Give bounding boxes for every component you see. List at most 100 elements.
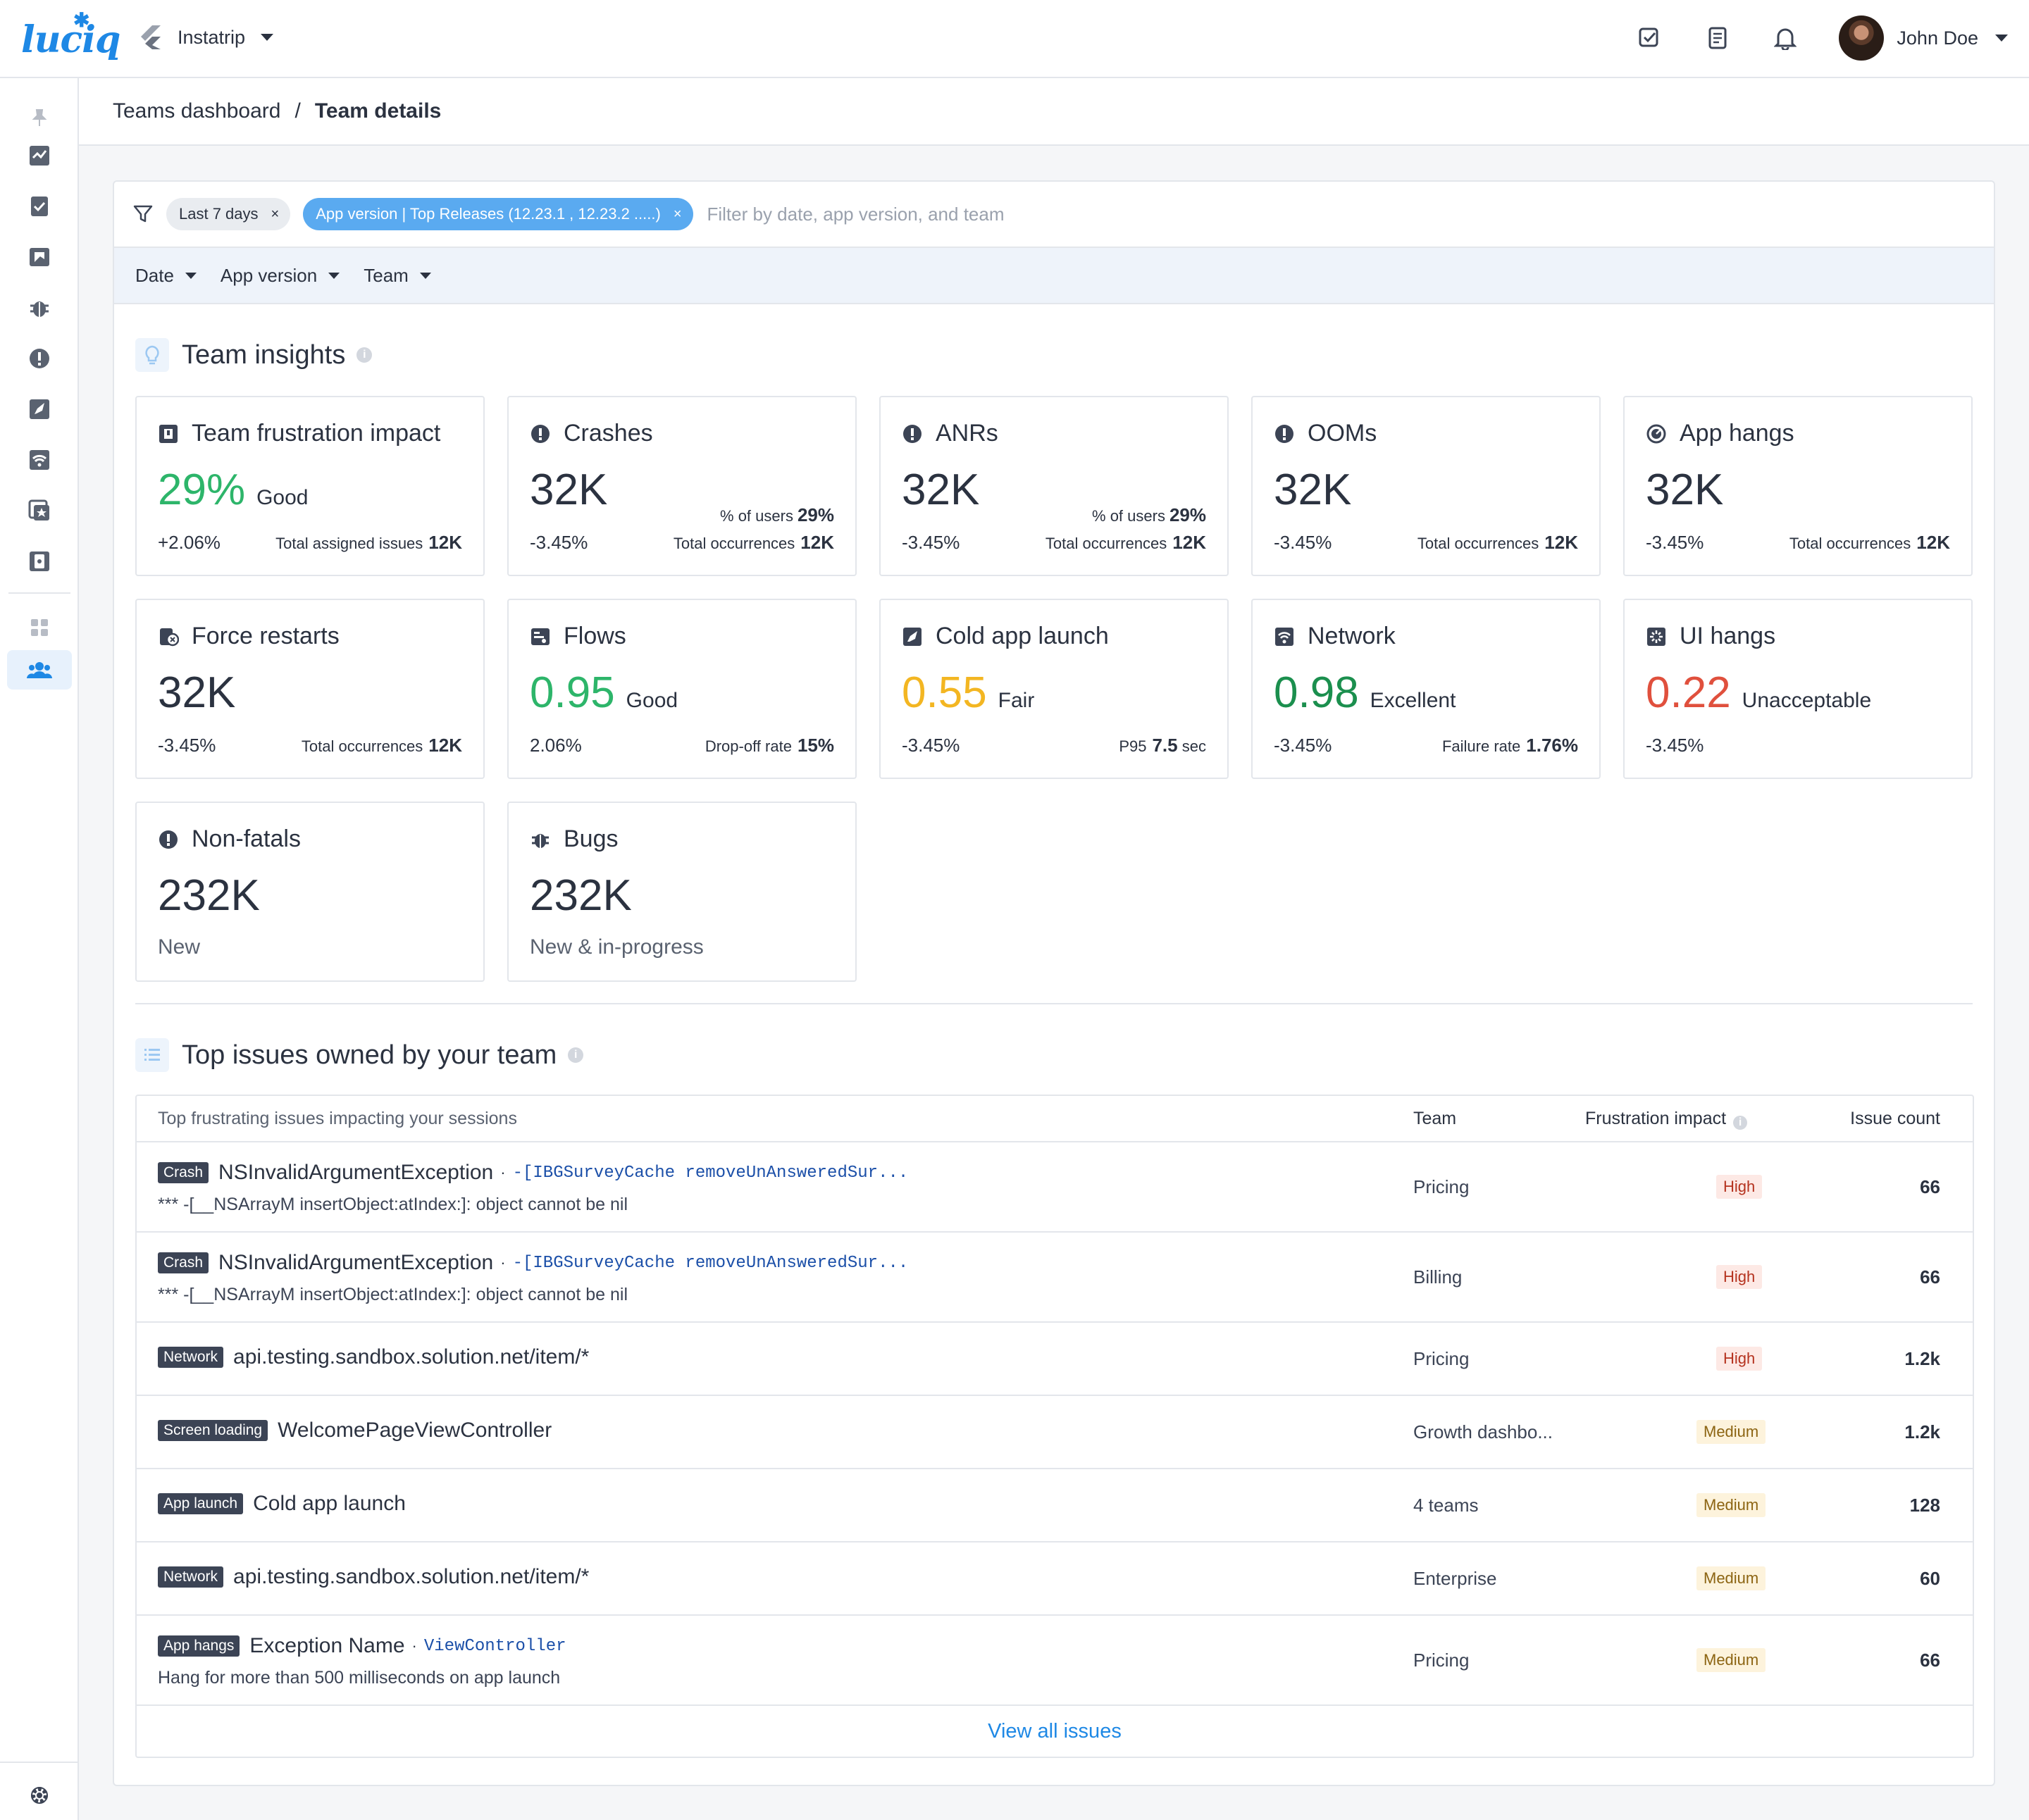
column-header-count[interactable]: Issue count	[1850, 1109, 1940, 1128]
issue-name[interactable]: NSInvalidArgumentException	[218, 1251, 494, 1274]
card-value: 32K	[158, 668, 236, 717]
card-status: Good	[626, 689, 678, 712]
table-row[interactable]: Network api.testing.sandbox.solution.net/…	[137, 1323, 1973, 1396]
info-icon[interactable]: i	[356, 347, 373, 363]
column-header-team[interactable]: Team	[1413, 1109, 1457, 1128]
bell-icon[interactable]	[1771, 24, 1799, 52]
issue-count: 60	[1920, 1568, 1940, 1589]
sidebar-divider	[8, 592, 70, 594]
card-non-fatals[interactable]: Non-fatals 232K New	[135, 802, 485, 982]
bug-icon[interactable]	[24, 292, 55, 323]
luciq-logo[interactable]: luciq ✱	[21, 8, 120, 61]
feedback-icon[interactable]	[24, 242, 55, 273]
date-filter-chip[interactable]: Last 7 days ×	[166, 198, 291, 230]
table-row[interactable]: Screen loading WelcomePageViewController …	[137, 1396, 1973, 1469]
column-header-impact[interactable]: Frustration impact i	[1585, 1109, 1748, 1130]
device-icon[interactable]	[24, 546, 55, 577]
gear-icon[interactable]	[24, 1780, 55, 1811]
card-ui-hangs[interactable]: UI hangs 0.22 Unacceptable -3.45%	[1623, 599, 1973, 779]
view-all-issues-link[interactable]: View all issues	[988, 1719, 1122, 1743]
card-value: 32K	[902, 466, 980, 514]
app-version-filter-chip[interactable]: App version | Top Releases (12.23.1 , 12…	[303, 198, 693, 230]
table-row[interactable]: App launch Cold app launch 4 teams Medium…	[137, 1469, 1973, 1542]
issue-name[interactable]: api.testing.sandbox.solution.net/item/*	[233, 1345, 590, 1369]
card-app-hangs[interactable]: App hangs 32K -3.45% Total occurrences 12…	[1623, 396, 1973, 576]
document-icon[interactable]	[1704, 24, 1732, 52]
issue-name[interactable]: NSInvalidArgumentException	[218, 1161, 494, 1184]
teams-icon[interactable]	[7, 650, 72, 690]
user-name[interactable]: John Doe	[1897, 27, 1978, 49]
app-checklist-icon[interactable]	[24, 191, 55, 222]
chevron-down-icon	[328, 272, 340, 279]
issue-name[interactable]: Exception Name	[249, 1634, 405, 1657]
card-anrs[interactable]: ANRs 32K % of users 29% -3.45% Total occu…	[879, 396, 1229, 576]
breadcrumb-teams-dashboard[interactable]: Teams dashboard	[113, 99, 281, 123]
issue-description: *** -[__NSArrayM insertObject:atIndex:]:…	[158, 1195, 628, 1214]
app-name: Instatrip	[178, 26, 246, 48]
app-switcher[interactable]: Instatrip	[138, 24, 274, 51]
card-status: Fair	[998, 689, 1035, 712]
page-title: Team details	[314, 99, 442, 123]
issue-name[interactable]: WelcomePageViewController	[278, 1419, 552, 1442]
team-details-panel: Last 7 days × App version | Top Releases …	[113, 180, 1995, 1786]
card-network[interactable]: Network 0.98 Excellent -3.45% Failure rat…	[1251, 599, 1601, 779]
app-hang-icon	[1646, 423, 1667, 444]
card-users-pct: % of users 29%	[720, 504, 834, 525]
avatar[interactable]	[1839, 15, 1885, 61]
table-row[interactable]: Network api.testing.sandbox.solution.net/…	[137, 1542, 1973, 1616]
card-team-frustration-impact[interactable]: Team frustration impact 29% Good +2.06% T…	[135, 396, 485, 576]
card-title: Network	[1308, 623, 1396, 649]
card-footer: Total assigned issues 12K	[275, 532, 462, 553]
table-row[interactable]: App hangs Exception Name · ViewController H…	[137, 1616, 1973, 1706]
filter-input[interactable]: Filter by date, app version, and team	[707, 203, 1005, 225]
chevron-down-icon[interactable]	[1995, 35, 2008, 42]
team-insights-title: Team insights	[182, 339, 346, 370]
card-delta: -3.45%	[902, 735, 960, 756]
sidebar-bottom-divider	[0, 1762, 77, 1763]
info-icon[interactable]: i	[568, 1047, 584, 1063]
checklist-icon[interactable]	[1636, 24, 1664, 52]
apps-grid-icon[interactable]	[24, 612, 55, 643]
lightbulb-icon	[135, 338, 169, 372]
issue-team: Pricing	[1413, 1348, 1470, 1369]
card-delta: -3.45%	[1274, 735, 1332, 756]
issue-team: Billing	[1413, 1266, 1463, 1288]
close-icon[interactable]: ×	[271, 206, 280, 222]
date-dropdown[interactable]: Date	[135, 265, 197, 287]
issue-code: ViewController	[423, 1636, 566, 1656]
close-icon[interactable]: ×	[673, 206, 682, 222]
network-icon[interactable]	[24, 444, 55, 475]
filter-icon[interactable]	[132, 204, 154, 225]
table-row[interactable]: Crash NSInvalidArgumentException · -[IBGSur…	[137, 1142, 1973, 1233]
app-version-dropdown[interactable]: App version	[221, 265, 340, 287]
impact-badge: Medium	[1696, 1648, 1766, 1672]
issue-team: 4 teams	[1413, 1495, 1479, 1516]
table-row[interactable]: Crash NSInvalidArgumentException · -[IBGSur…	[137, 1233, 1973, 1323]
card-cold-app-launch[interactable]: Cold app launch 0.55 Fair -3.45% P95 7.5 s…	[879, 599, 1229, 779]
card-title: Crashes	[564, 420, 653, 447]
screens-icon[interactable]	[24, 495, 55, 526]
team-dropdown[interactable]: Team	[364, 265, 431, 287]
info-icon[interactable]: i	[1733, 1116, 1748, 1130]
impact-badge: Medium	[1696, 1420, 1766, 1444]
card-crashes[interactable]: Crashes 32K % of users 29% -3.45% Total o…	[507, 396, 857, 576]
dashboard-icon[interactable]	[24, 140, 55, 171]
card-title: Team frustration impact	[192, 420, 441, 447]
pin-icon[interactable]	[24, 102, 55, 133]
impact-badge: High	[1716, 1347, 1763, 1371]
card-ooms[interactable]: OOMs 32K -3.45% Total occurrences 12K	[1251, 396, 1601, 576]
card-flows[interactable]: Flows 0.95 Good 2.06% Drop-off rate 15%	[507, 599, 857, 779]
card-bugs[interactable]: Bugs 232K New & in-progress	[507, 802, 857, 982]
non-fatal-icon	[158, 829, 179, 850]
card-delta: -3.45%	[530, 532, 588, 553]
launch-icon[interactable]	[24, 394, 55, 425]
card-delta: -3.45%	[1274, 532, 1332, 553]
flows-icon	[530, 626, 551, 647]
issue-name[interactable]: Cold app launch	[253, 1492, 406, 1515]
issue-type-tag: Crash	[158, 1162, 209, 1183]
card-force-restarts[interactable]: Force restarts 32K -3.45% Total occurren…	[135, 599, 485, 779]
issue-name[interactable]: api.testing.sandbox.solution.net/item/*	[233, 1565, 590, 1588]
crash-icon	[530, 423, 551, 444]
issue-team: Pricing	[1413, 1650, 1470, 1671]
crash-icon[interactable]	[24, 343, 55, 374]
